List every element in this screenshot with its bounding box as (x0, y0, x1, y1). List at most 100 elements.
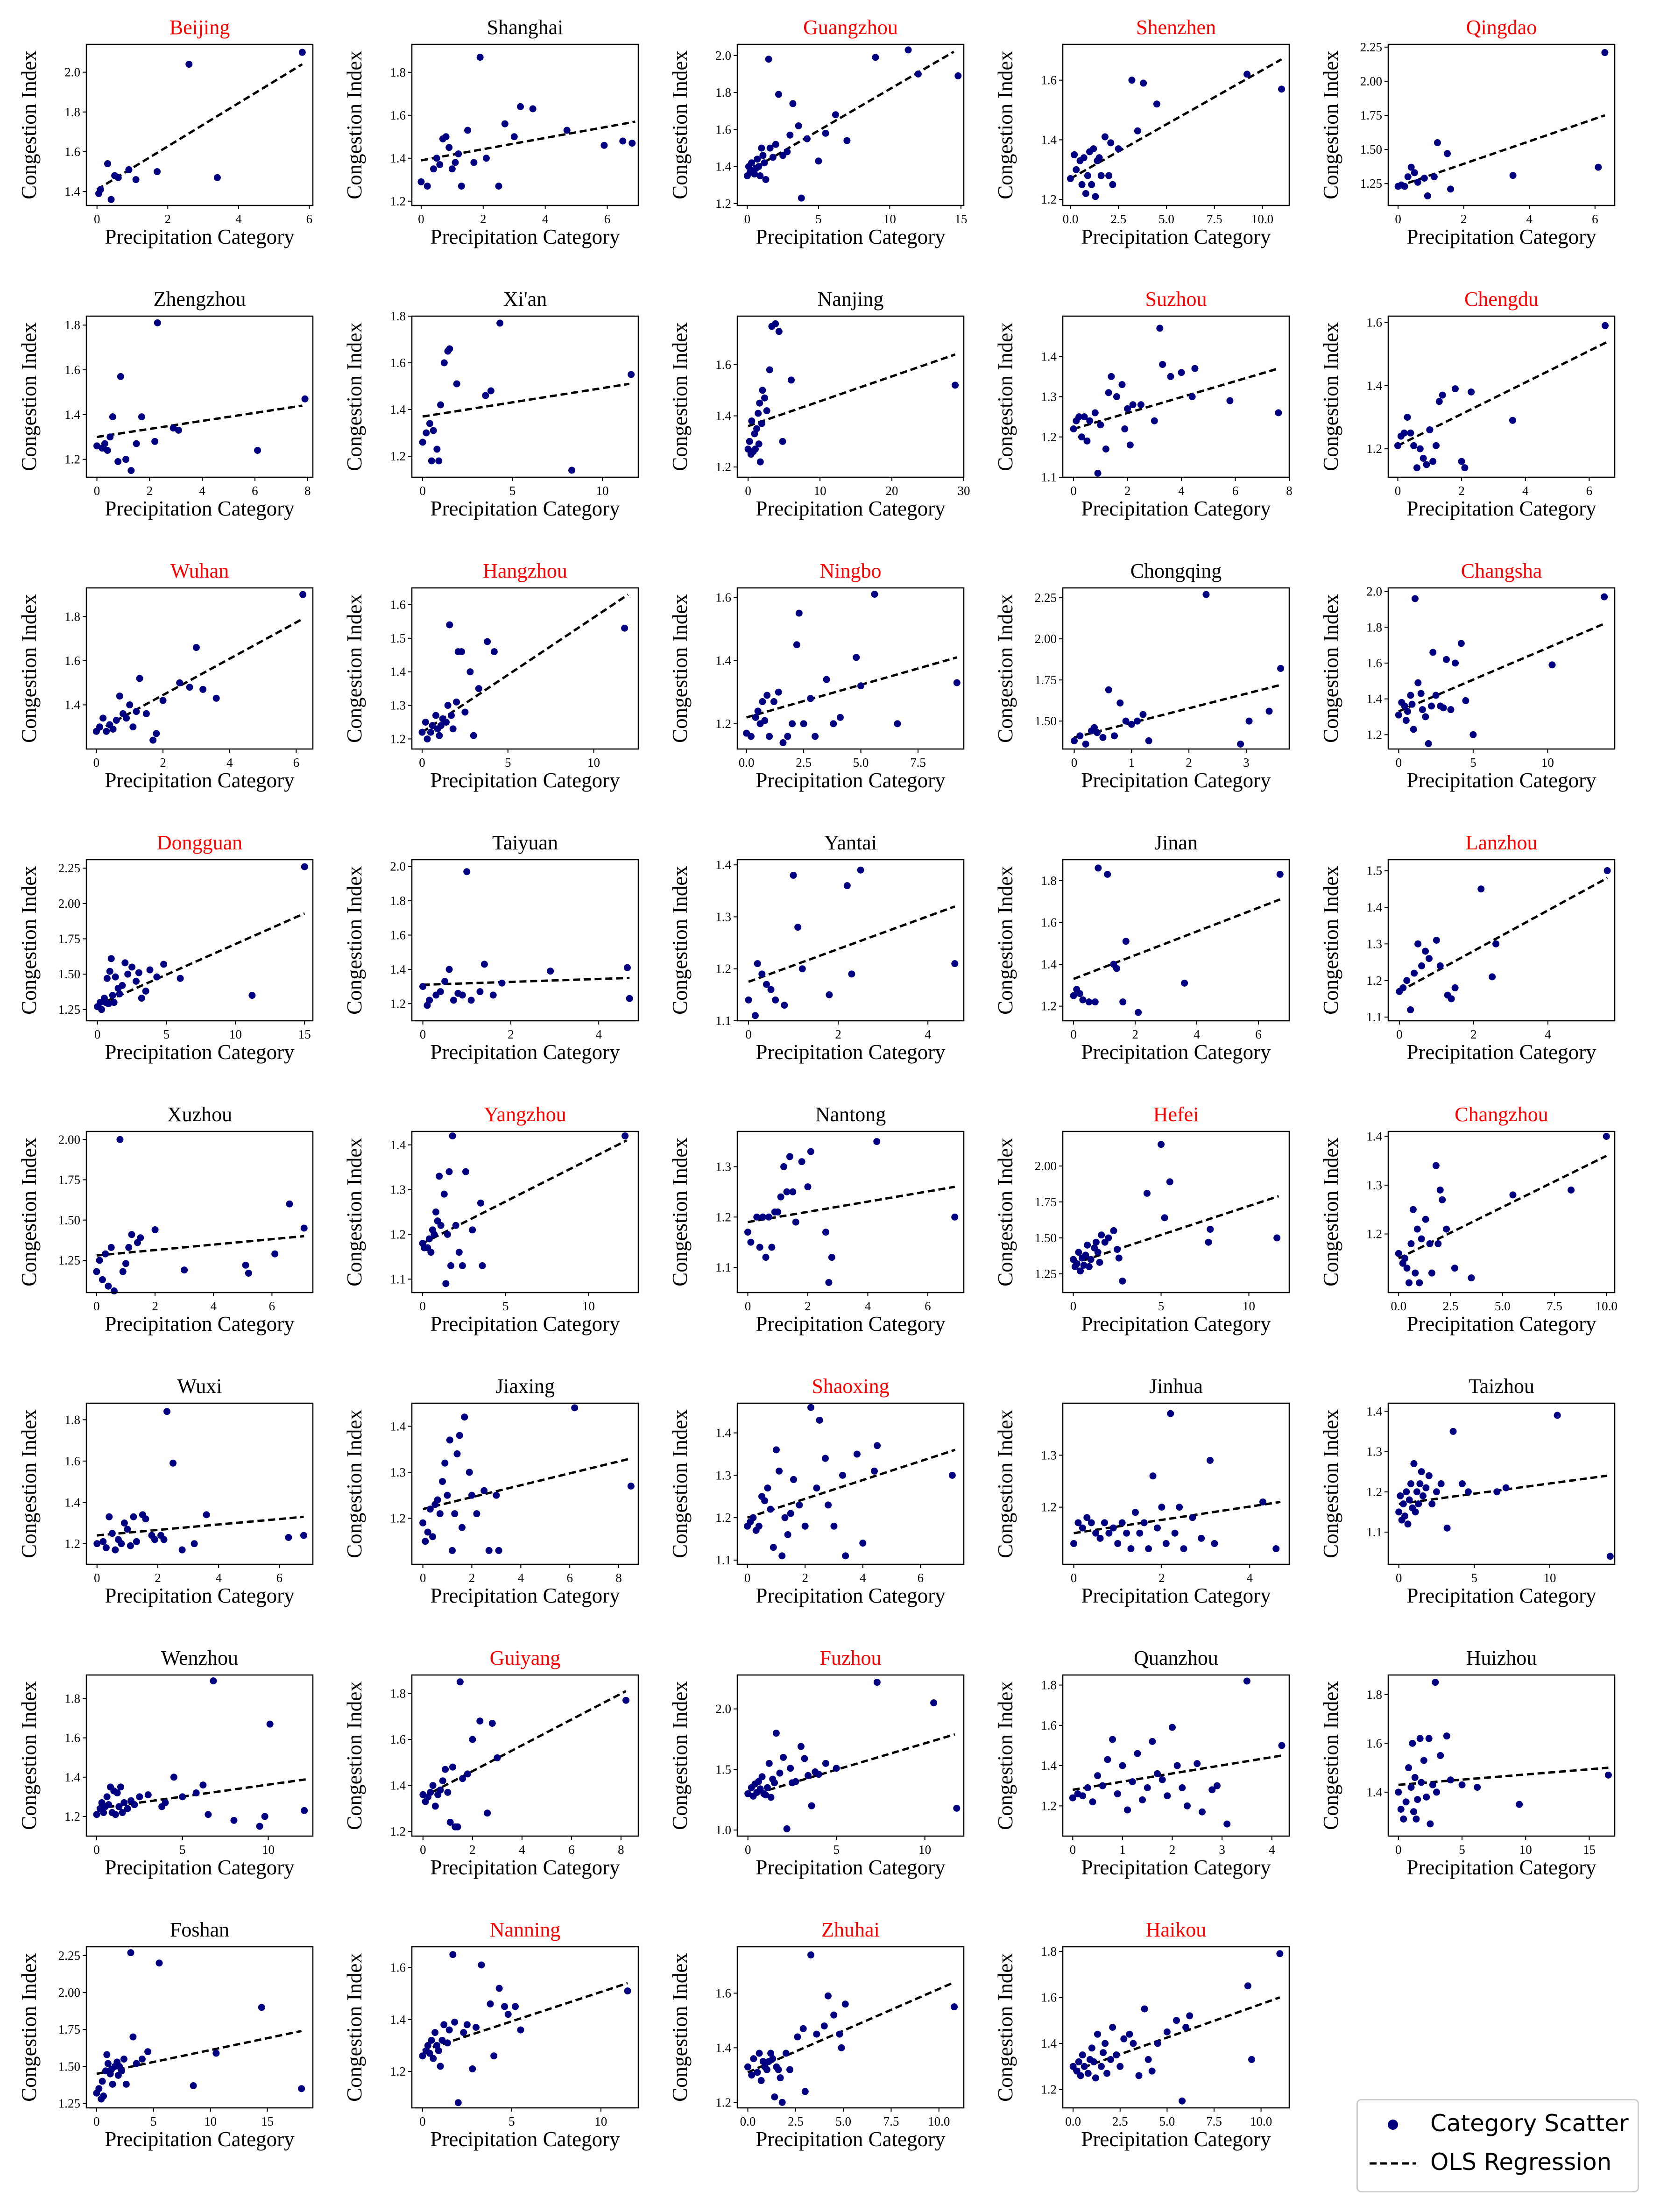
x-tick-label: 0 (419, 756, 425, 770)
scatter-point (449, 1951, 457, 1958)
scatter-point (1183, 1802, 1191, 1809)
x-tick-label: 10 (262, 1843, 275, 1857)
scatter-point (98, 1006, 106, 1013)
subplot-fuzhou: Fuzhou 0 5 10 1.0 1.5 2.0 Precipitation Categor… (668, 1647, 965, 1879)
scatter-point (170, 424, 177, 432)
scatter-point (792, 1218, 799, 1226)
scatter-point (452, 159, 459, 166)
ols-regression-line (422, 382, 630, 418)
scatter-point (1509, 1191, 1517, 1199)
scatter-point (1140, 1519, 1148, 1526)
scatter-point (445, 2026, 453, 2034)
scatter-point (807, 1148, 814, 1155)
scatter-point (778, 1552, 786, 1560)
scatter-point (781, 1002, 788, 1009)
scatter-point (99, 1538, 107, 1545)
x-axis-label: Precipitation Category (756, 1312, 946, 1336)
scatter-point (1451, 1265, 1458, 1272)
scatter-point (177, 975, 184, 982)
scatter-point (1077, 2072, 1084, 2079)
scatter-point (812, 733, 819, 740)
scatter-point (107, 955, 115, 962)
scatter-point (99, 2078, 106, 2085)
scatter-point (470, 159, 478, 166)
ols-regression-line (748, 905, 955, 983)
scatter-point (790, 871, 797, 879)
subplot-shaoxing: Shaoxing 0 2 4 6 1.1 1.2 1.3 1.4 Precipitation Ca… (668, 1375, 965, 1607)
legend: Category Scatter OLS Regression (1356, 2099, 1639, 2192)
scatter-point (1124, 1806, 1131, 1814)
scatter-point (112, 1546, 119, 1554)
scatter-point (803, 135, 811, 142)
y-tick-label: 1.2 (1366, 728, 1382, 742)
scatter-point (425, 1235, 433, 1243)
subplot-nantong: Nantong 0 2 4 6 1.1 1.2 1.3 Precipitation Catego… (668, 1103, 965, 1336)
scatter-point (627, 1482, 635, 1490)
y-tick-label: 1.8 (64, 1413, 80, 1427)
y-tick-label: 1.2 (715, 717, 731, 731)
scatter-point (212, 694, 220, 702)
scatter-point (1105, 1529, 1113, 1537)
scatter-point (622, 1696, 629, 1704)
scatter-point (1149, 1738, 1156, 1745)
scatter-point (830, 1522, 838, 1530)
scatter-point (185, 61, 193, 68)
scatter-point (771, 2093, 778, 2101)
scatter-point (446, 345, 453, 353)
scatter-point (853, 1450, 861, 1458)
subplot-zhuhai: Zhuhai 0.0 2.5 5.0 7.5 10.0 1.2 1.4 1.6 Precipita… (668, 1918, 965, 2151)
scatter-point (914, 70, 922, 78)
scatter-point (138, 995, 145, 1002)
x-tick-label: 5 (502, 1299, 509, 1313)
axes-frame (411, 1946, 639, 2109)
scatter-point (455, 150, 462, 158)
x-tick-label: 0 (1396, 1027, 1403, 1041)
scatter-point (1144, 2056, 1152, 2063)
scatter-point (129, 2033, 137, 2041)
axes-frame (1062, 587, 1290, 750)
scatter-point (424, 183, 431, 190)
scatter-point (1418, 1468, 1425, 1476)
scatter-point (1097, 172, 1105, 179)
scatter-point (748, 2071, 756, 2079)
scatter-point (755, 440, 763, 448)
scatter-point (1088, 1519, 1095, 1526)
scatter-point (1265, 707, 1273, 715)
scatter-point (904, 46, 912, 54)
scatter-point (1432, 692, 1440, 699)
subplot-guiyang: Guiyang 0 2 4 6 8 1.2 1.4 1.6 1.8 Precipitation Ca… (343, 1647, 639, 1879)
scatter-point (1395, 711, 1402, 719)
scatter-point (1433, 1788, 1441, 1796)
scatter-point (825, 1501, 832, 1509)
scatter-point (119, 1268, 127, 1275)
scatter-point (770, 1544, 777, 1551)
scatter-point (762, 1254, 770, 1261)
scatter-point (119, 982, 126, 989)
y-axis-label: Congestion Index (343, 594, 366, 743)
scatter-point (1416, 1480, 1424, 1487)
scatter-point (470, 732, 477, 739)
ols-regression-line (747, 1981, 955, 2074)
scatter-point (133, 2060, 140, 2067)
scatter-point (1154, 2040, 1161, 2047)
scatter-point (482, 155, 490, 162)
scatter-point (1243, 71, 1251, 78)
scatter-point (768, 1244, 776, 1251)
scatter-point (767, 1794, 775, 1801)
scatter-point (441, 1459, 449, 1467)
scatter-point (1601, 49, 1609, 57)
scatter-point (1418, 962, 1426, 969)
y-tick-label: 1.75 (58, 2022, 80, 2036)
scatter-point (151, 1226, 159, 1233)
scatter-point (763, 692, 771, 699)
scatter-point (192, 644, 200, 651)
x-tick-label: 6 (1586, 484, 1593, 498)
scatter-point (825, 1279, 833, 1286)
scatter-point (118, 1540, 125, 1548)
y-tick-label: 2.25 (1035, 591, 1057, 605)
x-axis-label: Precipitation Category (105, 1856, 295, 1879)
scatter-point (1130, 2040, 1137, 2047)
scatter-point (1248, 2056, 1256, 2063)
scatter-point (128, 1231, 135, 1238)
